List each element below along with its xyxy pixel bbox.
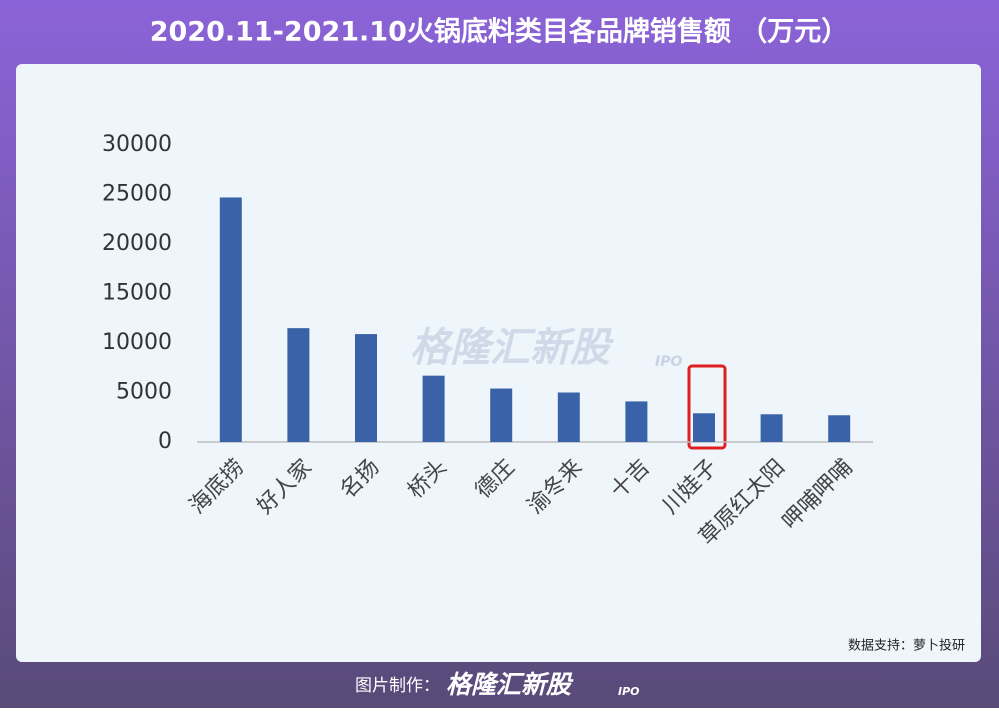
footer-brand: 格隆汇新股: [446, 670, 574, 699]
y-tick-label: 10000: [102, 330, 172, 355]
footer-tag: IPO: [618, 685, 640, 698]
watermark-tag: IPO: [655, 354, 682, 370]
source: 数据支持：萝卜投研: [848, 638, 965, 654]
bar: [490, 388, 513, 442]
bar: [693, 413, 715, 442]
bar: [828, 415, 851, 442]
footer-label: 图片制作：: [355, 676, 440, 696]
y-tick-label: 15000: [102, 281, 172, 306]
watermark: 格隆汇新股: [410, 325, 614, 371]
bar: [287, 328, 310, 442]
y-tick-label: 0: [158, 429, 172, 454]
highlight-box: [687, 364, 727, 450]
chart-panel: [16, 64, 981, 662]
y-tick-label: 25000: [102, 182, 172, 207]
bar: [625, 401, 648, 442]
bar: [355, 334, 377, 442]
bar: [422, 375, 445, 442]
y-tick-label: 30000: [102, 132, 172, 157]
bar: [219, 197, 242, 442]
bar: [760, 414, 783, 442]
y-tick-label: 20000: [102, 231, 172, 256]
y-tick-label: 5000: [116, 380, 172, 405]
title: 2020.11-2021.10火锅底料类目各品牌销售额 （万元）: [150, 16, 849, 48]
bar: [557, 392, 580, 442]
